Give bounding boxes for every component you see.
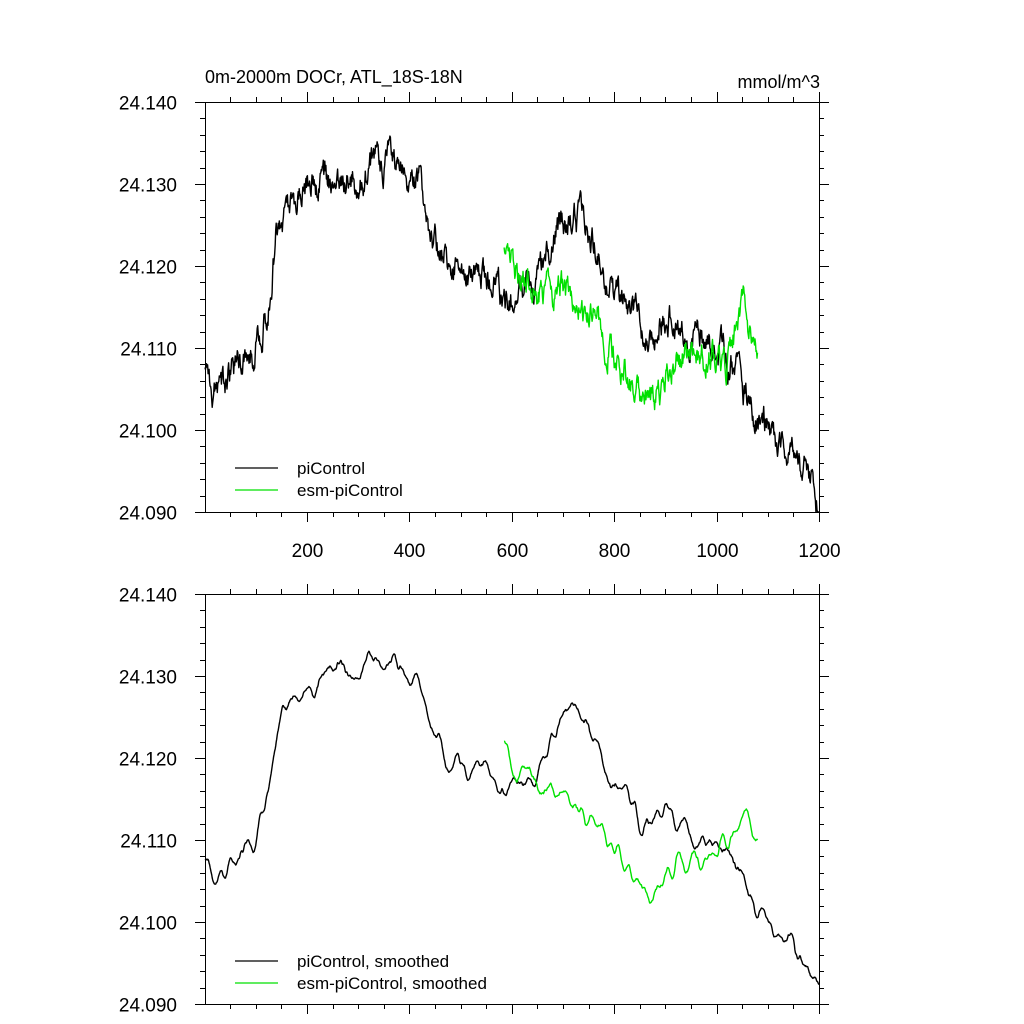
top-y-tick-label-2: 24.110 xyxy=(120,340,177,361)
bottom-y-tick-label-5: 24.140 xyxy=(119,586,177,607)
bottom-plot-frame xyxy=(205,594,820,1005)
top-y-tick-label-5: 24.140 xyxy=(119,94,177,115)
top-legend: piControl esm-piControl xyxy=(235,459,403,500)
top-y-tick-label-3: 24.120 xyxy=(119,258,177,279)
bottom-legend: piControl, smoothed esm-piControl, smoot… xyxy=(235,952,487,993)
top-chart-panel: 0m-2000m DOCr, ATL_18S-18N mmol/m^3 24.0… xyxy=(119,67,841,562)
top-y-tick-label-0: 24.090 xyxy=(119,504,177,525)
top-x-tick-label-4: 1000 xyxy=(696,541,738,562)
top-x-tick-label-0: 200 xyxy=(292,541,324,562)
top-x-tick-label-1: 400 xyxy=(394,541,426,562)
top-chart-units: mmol/m^3 xyxy=(738,72,820,92)
bottom-chart-panel: 24.090 24.100 24.110 24.120 24.130 24.140 piC… xyxy=(119,584,829,1017)
bottom-y-tick-label-0: 24.090 xyxy=(119,996,177,1017)
top-y-tick-label-1: 24.100 xyxy=(119,422,177,443)
bottom-series-line-esm-picontrol-smoothed xyxy=(503,740,759,904)
top-y-tick-label-4: 24.130 xyxy=(119,176,177,197)
top-legend-label-picontrol: piControl xyxy=(297,459,365,478)
bottom-y-tick-label-3: 24.120 xyxy=(119,750,177,771)
top-x-tick-label-3: 800 xyxy=(599,541,631,562)
bottom-y-tick-label-4: 24.130 xyxy=(119,668,177,689)
bottom-series-line-picontrol-smoothed xyxy=(204,650,820,986)
bottom-y-tick-label-1: 24.100 xyxy=(119,914,177,935)
top-legend-label-esm-picontrol: esm-piControl xyxy=(297,481,403,500)
bottom-y-tick-label-2: 24.110 xyxy=(120,832,177,853)
bottom-legend-label-picontrol: piControl, smoothed xyxy=(297,952,449,971)
bottom-legend-label-esm-picontrol: esm-piControl, smoothed xyxy=(297,974,487,993)
top-x-tick-label-2: 600 xyxy=(497,541,529,562)
top-x-tick-label-5: 1200 xyxy=(798,541,840,562)
top-series-line-esm-picontrol xyxy=(503,243,759,411)
top-plot-frame xyxy=(205,102,820,513)
top-chart-title: 0m-2000m DOCr, ATL_18S-18N xyxy=(205,67,463,88)
